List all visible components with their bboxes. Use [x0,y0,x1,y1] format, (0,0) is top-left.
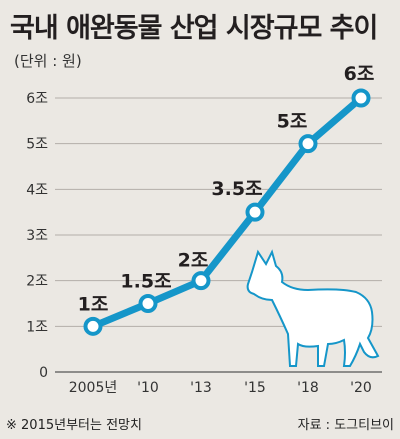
x-tick-label: '18 [297,380,319,396]
data-point [138,294,158,313]
data-label: 3.5조 [211,178,262,200]
x-tick-label: '10 [137,380,159,396]
x-tick-label: '15 [244,380,266,396]
footnote: ※ 2015년부터는 전망치 [6,418,142,433]
data-point [298,134,318,154]
data-label: 6조 [344,63,375,85]
data-labels: 1조 1.5조 2조 3.5조 5조 6조 [78,63,375,315]
data-label: 1.5조 [120,271,171,293]
y-tick-label: 2조 [26,274,48,290]
x-tick-label: '13 [190,380,212,396]
y-tick-label: 6조 [26,91,48,107]
chart-title: 국내 애완동물 산업 시장규모 추이 [10,13,378,44]
source-credit: 자료 : 도그티브이 [297,418,394,433]
x-tick-label: 2005년 [69,380,118,396]
data-point [83,316,103,336]
data-label: 5조 [277,111,308,133]
series-line [89,94,365,330]
x-tick-label: '20 [350,380,372,396]
dog-icon [246,249,380,367]
y-tick-label: 5조 [26,137,48,153]
y-axis-labels: 0 1조 2조 3조 4조 5조 6조 [26,91,48,381]
y-tick-label: 3조 [26,228,48,244]
unit-label: (단위 : 원) [14,52,82,70]
data-points [83,88,371,336]
data-label: 2조 [178,250,209,272]
data-point [245,202,265,222]
x-axis-labels: 2005년 '10 '13 '15 '18 '20 [69,380,372,396]
data-point [191,271,211,291]
y-tick-label: 1조 [26,319,48,335]
y-tick-label: 0 [39,365,48,381]
y-tick-label: 4조 [26,182,48,198]
data-label: 1조 [78,293,109,315]
data-point [351,88,371,108]
